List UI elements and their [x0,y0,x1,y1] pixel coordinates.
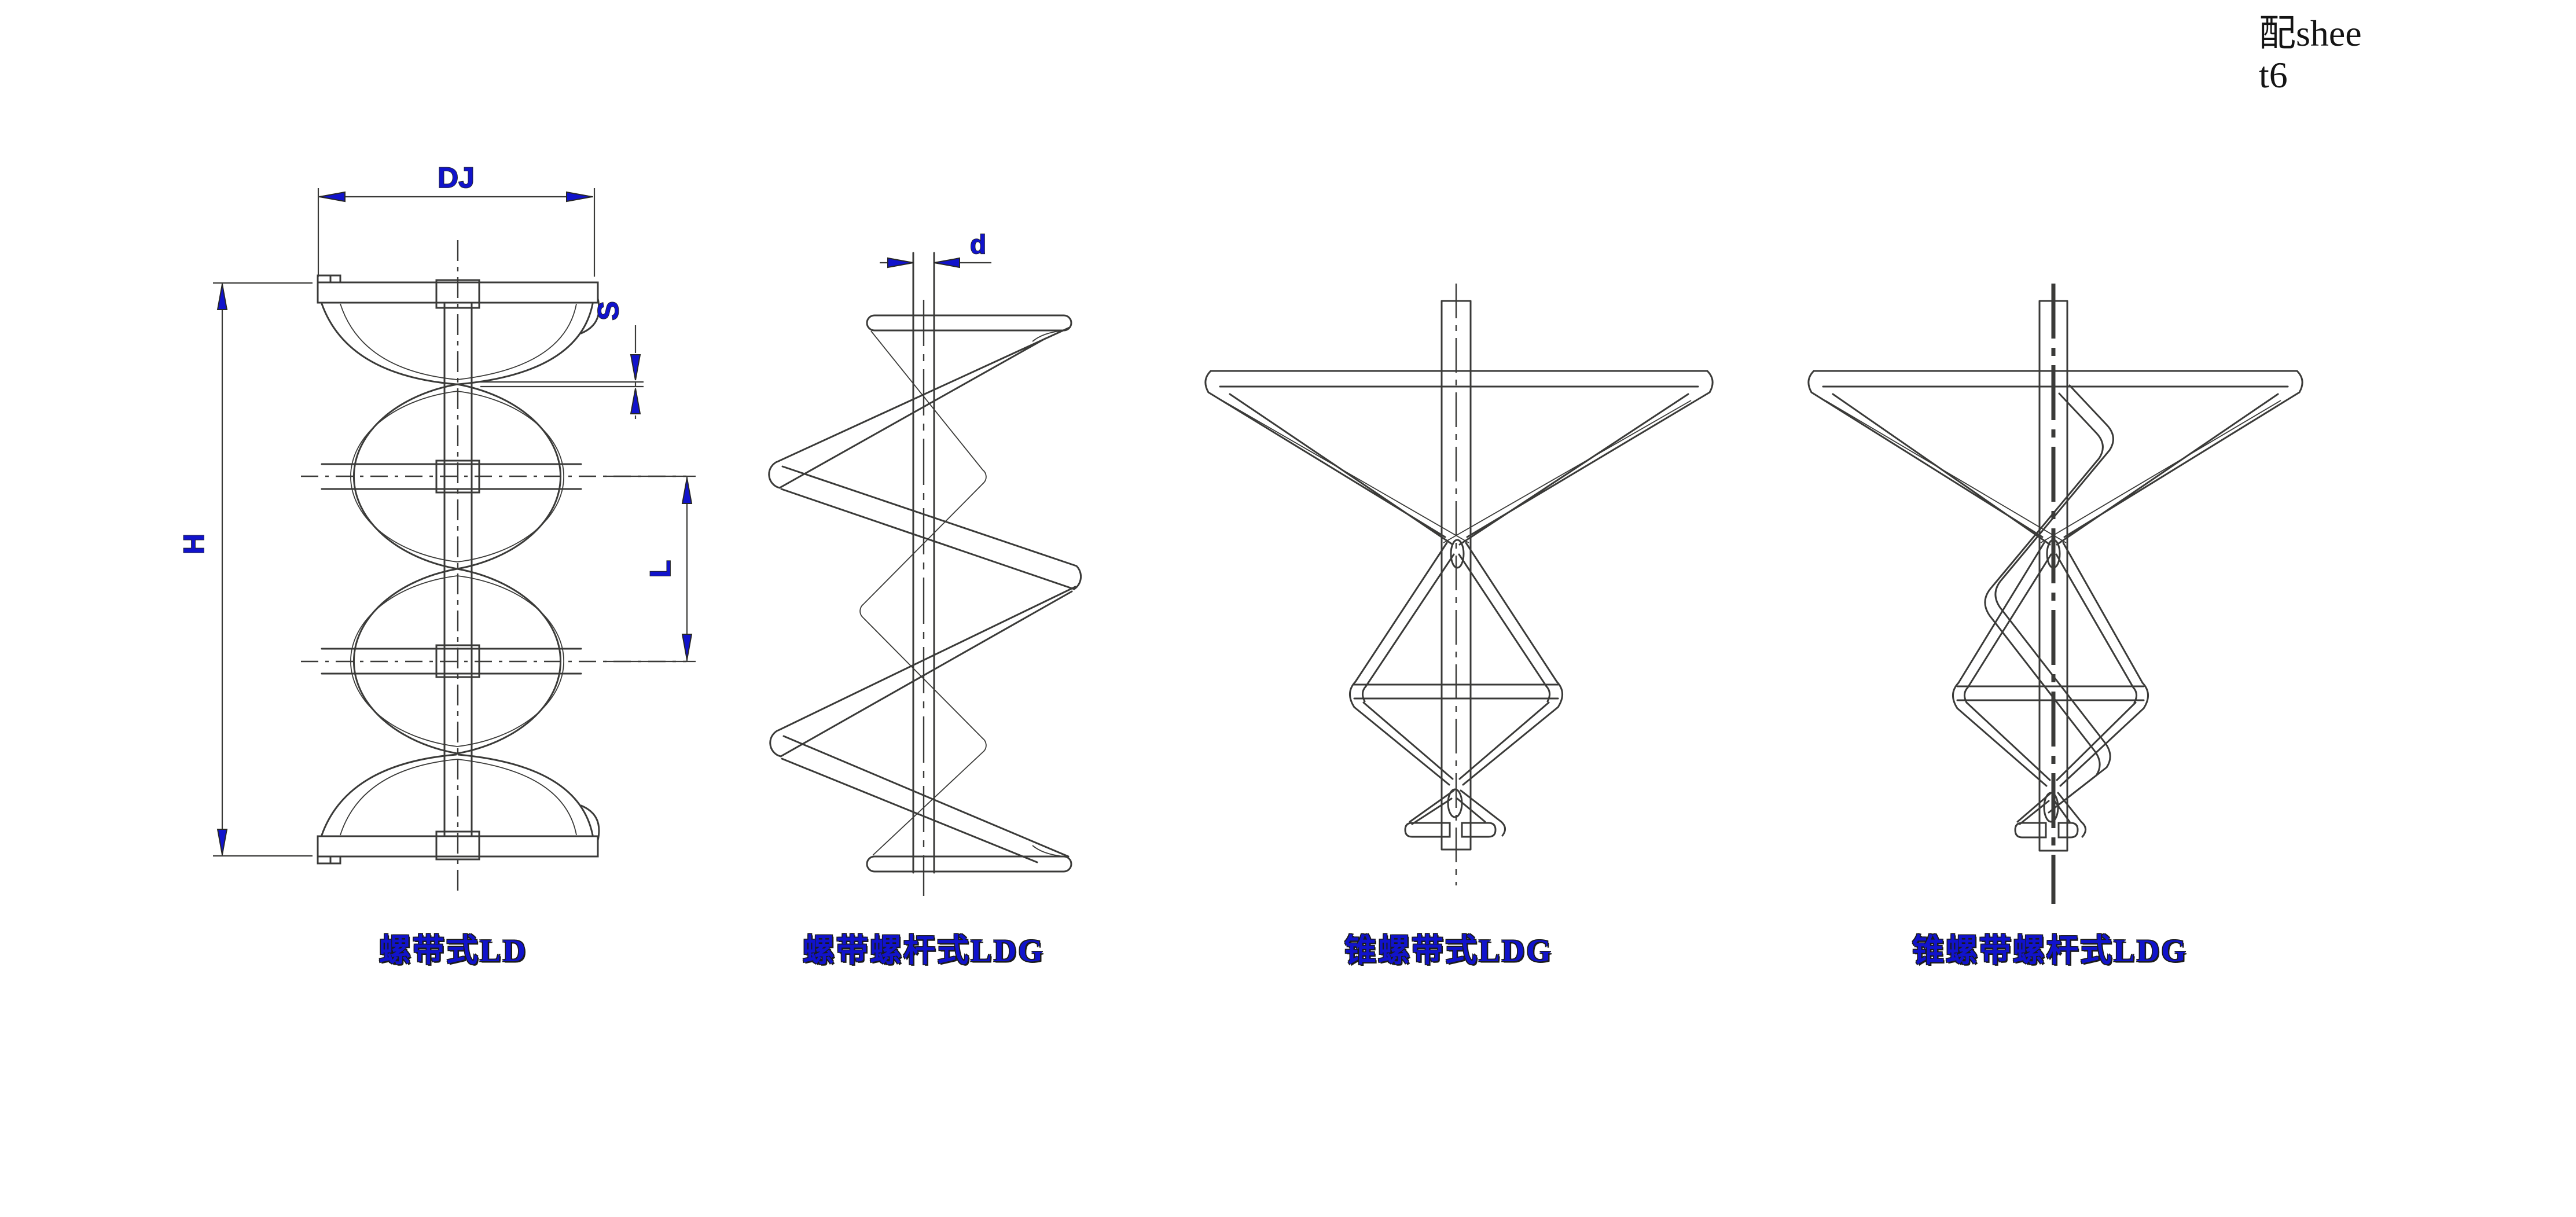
ld-ribbon-arc [340,759,458,836]
figure-cone-ribbon-ldg [1204,284,1714,885]
ldg4-screw-band-edge [1994,384,2114,806]
ldg4-diamond-upper-arms [1957,542,2144,689]
ld-ribbon-arc [457,303,594,385]
ldg3-bottom-bar-left [1404,822,1451,838]
s-arrow-top [630,354,641,381]
h-arrow-bottom [216,829,228,855]
figure-cone-ribbon-screw-ldg [1807,284,2303,904]
ld-ribbon-arc [353,383,458,570]
dimension-d: d [880,229,991,269]
ld-top-hub [435,279,480,309]
ld-ribbon-arc [457,303,577,380]
ld-mid-hub-2 [435,644,480,678]
ld-ribbon-arc [457,391,564,562]
ldg4-screw-band-edge [1984,392,2104,814]
ld-bottom-hub [435,830,480,861]
ldg2-band-arm [781,735,1070,863]
ld-bottom-tab [317,855,341,865]
ldg4-mid-bar [1956,685,2145,701]
dj-lines [317,188,596,277]
ldg2-band-arm [768,326,1071,489]
ldg4-top-band [1807,370,2303,394]
l-arrow-top [681,477,693,504]
ld-mid-bar-2 [321,648,582,675]
ld-ribbon-arc [321,303,457,385]
s-label: S [592,301,624,320]
ldg4-diamond-folds [1952,682,2149,709]
dj-arrow-left [319,191,346,203]
dj-arrow-right [566,191,593,203]
ldg4-cone-back-lines [1825,400,2281,543]
ld-ribbon-arc [457,575,564,747]
ldg3-cone-back-lines [1222,400,1692,543]
h-arrow-top [216,284,228,310]
ldg4-bottom-bar-left [2014,822,2047,839]
ldg3-cone-band [1207,391,1711,546]
ld-shaft [443,302,473,837]
ldg3-mid-bar [1353,683,1559,700]
dj-label: DJ [438,161,475,194]
ldg4-diamond-lower-arms [1956,701,2145,787]
ldg4-bottom-bar-right [2057,822,2079,839]
sheet-corner-text: 配sheet6 [2259,13,2362,95]
ldg3-diamond-folds [1349,681,1563,708]
ld-mid-bar-1 [321,463,582,490]
ldg4-skirt [2016,792,2086,838]
caption-helical-ribbon-ld: 螺带式LD [379,933,528,968]
dimension-s: S [591,300,641,419]
ldg3-diamond-upper-arms [1354,542,1558,687]
ldg3-skirt [1409,789,1506,837]
ldg3-bottom-bar-right [1461,822,1497,838]
d-arrow-left [887,257,914,269]
caption-cone-ribbon-ldg: 锥螺带式LDG [1344,933,1553,968]
ldg2-top-band [866,314,1072,332]
ld-ribbon-arc [353,568,458,755]
h-label: H [178,534,210,554]
ld-bottom-bar [317,835,599,858]
ld-ribbon-arc [340,303,458,380]
ldg2-band-arm [769,586,1076,758]
ldg4-shaft-boss-upper [2046,539,2061,569]
ld-top-tab [317,274,341,284]
ld-ribbon-arc [457,753,594,836]
ldg2-bottom-band [866,855,1072,873]
ld-ribbon-arc [321,753,457,836]
ldg3-top-band [1204,370,1714,394]
d-arrow-right [934,257,960,269]
ldg3-shaft-boss-upper [1450,539,1465,569]
dimension-dj: DJ [317,161,596,277]
d-label: d [970,229,986,259]
l-lines [605,475,696,663]
figure-helical-ribbon-ld [301,240,686,894]
dimension-l: L [605,475,696,663]
caption-cone-ribbon-screw-ldg: 锥螺带螺杆式LDG [1912,933,2188,968]
ldg3-diamond-lower-arms [1353,701,1559,786]
ldg2-shaft [912,252,935,874]
l-arrow-bottom [681,634,693,660]
figure-ribbon-screw-ldg: d [768,229,1082,896]
ld-mid-hub-1 [435,459,480,494]
ld-ribbon-fold [580,297,600,334]
dimension-h: H [177,282,313,857]
ldg4-shaft [2038,300,2068,852]
ld-ribbon-arc [457,759,577,836]
ld-ribbon-fold [580,804,600,841]
s-arrow-bottom [630,388,641,414]
l-label: L [644,560,677,578]
caption-ribbon-screw-ldg: 螺带螺杆式LDG [802,933,1045,968]
ld-pitch-lines [480,381,644,388]
ldg2-back-helix [859,330,987,856]
ldg3-shaft [1440,300,1472,851]
h-lines [213,282,313,857]
ldg2-band-arm [780,465,1082,590]
ldg2-bottom-band-fold [1032,845,1064,857]
